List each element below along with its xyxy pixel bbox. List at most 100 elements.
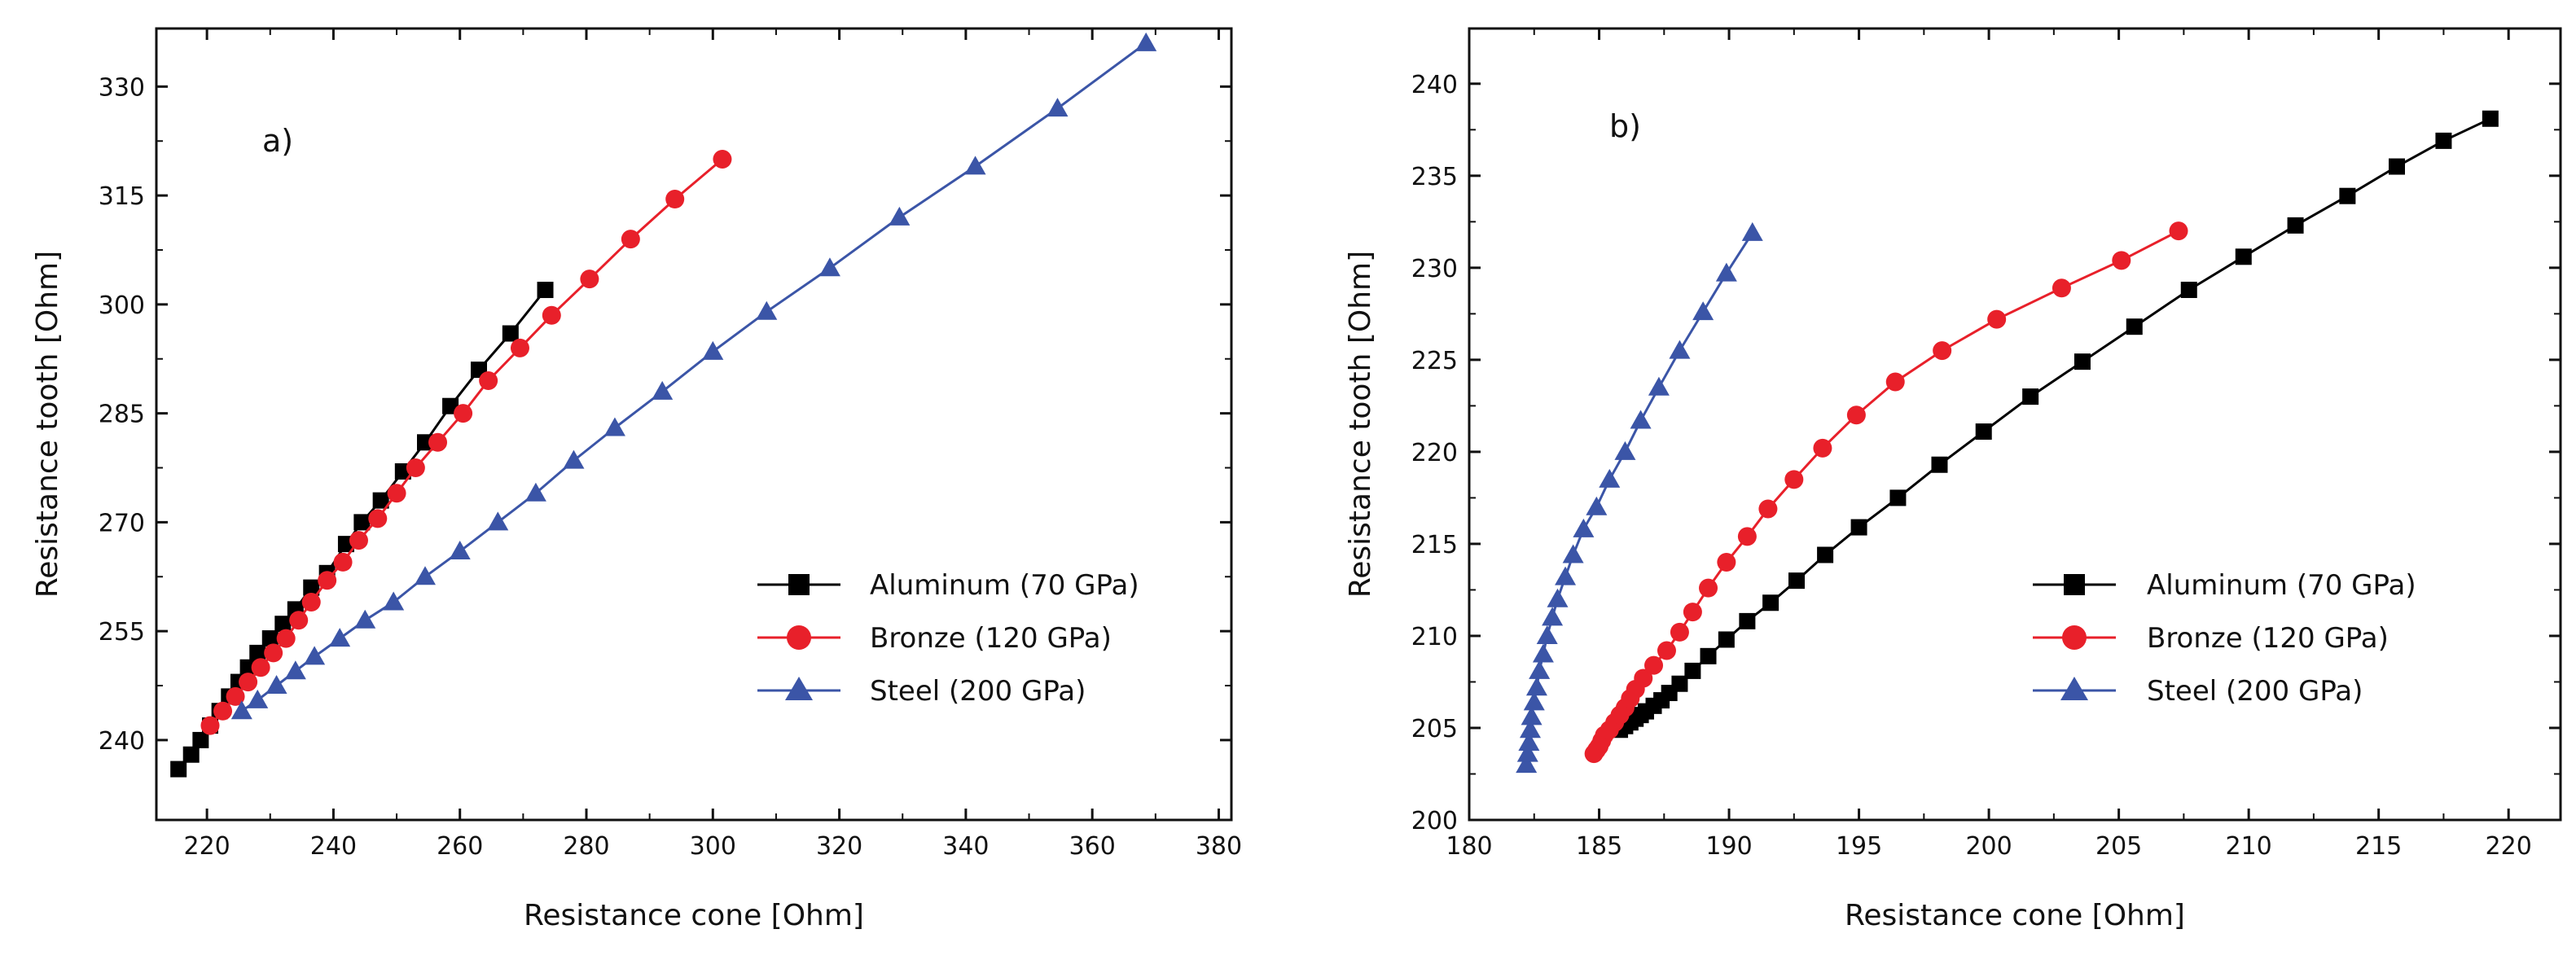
data-point-circle [665,190,685,209]
legend-marker-triangle [2060,677,2088,700]
data-point-circle [713,150,732,169]
data-point-square [239,659,257,676]
data-point-triangle [652,380,674,400]
legend-item-steel: Steel (200 GPa) [757,675,1086,708]
data-point-circle [200,716,220,735]
y-tick-label: 220 [1411,439,1458,467]
x-tick-label: 260 [437,832,483,861]
y-tick-label: 200 [1411,807,1458,835]
data-point-triangle [1542,607,1564,626]
series-group [1516,110,2499,774]
data-point-square [2339,187,2356,204]
data-point-circle [264,643,283,663]
x-tick-label: 205 [2095,832,2142,861]
data-point-circle [621,230,640,249]
data-point-square [1817,546,1834,563]
y-tick-label: 285 [99,401,145,429]
data-point-triangle [230,700,252,720]
data-point-circle [1657,641,1676,660]
data-point-triangle [1135,32,1157,51]
series-square [1612,110,2499,739]
legend-label: Steel (200 GPa) [870,675,1086,708]
x-tick-label: 200 [1965,832,2012,861]
panel-label: b) [1609,108,1641,144]
data-point-triangle [1648,376,1670,396]
legend-label: Bronze (120 GPa) [2147,622,2389,655]
data-point-square [2482,110,2499,127]
y-tick-label: 205 [1411,715,1458,743]
y-tick-label: 240 [1411,71,1458,99]
data-point-square [2126,318,2143,335]
data-point-triangle [284,660,306,680]
data-point-triangle [1047,98,1069,117]
data-point-circle [2169,221,2188,241]
data-point-square [261,630,279,647]
y-tick-label: 255 [99,618,145,647]
data-point-triangle [415,566,436,585]
data-point-triangle [1536,625,1558,644]
x-tick-label: 300 [690,832,736,861]
data-point-triangle [1521,706,1543,725]
data-point-triangle [1547,588,1569,607]
data-point-circle [1885,372,1905,392]
legend-item-bronze: Bronze (120 GPa) [2033,622,2389,655]
data-point-triangle [1586,496,1608,515]
x-tick-label: 185 [1576,832,1622,861]
data-point-circle [1737,527,1757,546]
x-tick-label: 320 [816,832,862,861]
data-point-square [1889,489,1907,506]
data-point-triangle [1523,691,1545,711]
plot-frame [155,27,1233,822]
x-tick-label: 190 [1705,832,1752,861]
data-point-circle [318,571,337,590]
data-point-circle [1846,405,1866,425]
data-point-triangle [889,206,911,226]
data-point-square [353,514,371,531]
data-point-circle [2052,278,2071,298]
y-tick-label: 235 [1411,163,1458,191]
data-point-square [192,731,209,748]
data-point-triangle [964,156,986,175]
data-point-circle [1683,603,1702,622]
x-tick-label: 220 [183,832,230,861]
data-point-square [1975,423,1992,441]
data-point-triangle [449,541,471,560]
chart-panel-a: 220 240 260 280 300 320 340 360 380 240 255 270 285 3… [31,27,1242,932]
data-point-triangle [563,449,585,469]
legend-label: Steel (200 GPa) [2147,675,2363,708]
data-point-triangle [1715,262,1737,282]
data-point-square [1671,675,1688,692]
data-point-triangle [1516,743,1538,762]
data-point-square [274,616,292,633]
series-line [240,42,1148,712]
data-point-circle [368,509,388,528]
legend-item-aluminum: Aluminum (70 GPa) [2033,569,2416,602]
plot-frame [1468,27,2562,822]
data-point-square [303,579,320,596]
data-point-square [2435,132,2452,149]
data-point-circle [387,484,406,503]
data-point-triangle [247,689,269,708]
legend-label: Aluminum (70 GPa) [870,569,1139,602]
data-point-triangle [756,300,778,320]
data-point-square [1684,662,1701,679]
data-point-circle [1987,309,2007,329]
legend-marker-triangle [785,677,813,700]
data-point-triangle [1614,441,1636,460]
data-point-triangle [1669,340,1691,359]
data-point-circle [1717,553,1736,572]
data-point-square [1788,572,1805,590]
data-point-circle [428,432,448,452]
data-point-triangle [1532,643,1554,663]
x-tick-label: 180 [1446,832,1492,861]
data-point-square [1850,519,1867,536]
y-tick-label: 330 [99,73,145,102]
data-point-square [502,325,519,342]
data-point-triangle [1741,221,1763,241]
data-point-triangle [265,675,287,695]
data-point-circle [251,658,270,677]
legend: Aluminum (70 GPa) Bronze (120 GPa) Steel… [757,569,1139,708]
legend: Aluminum (70 GPa) Bronze (120 GPa) Steel… [2033,569,2416,708]
legend-marker-circle [787,625,811,650]
legend-item-steel: Steel (200 GPa) [2033,675,2363,708]
